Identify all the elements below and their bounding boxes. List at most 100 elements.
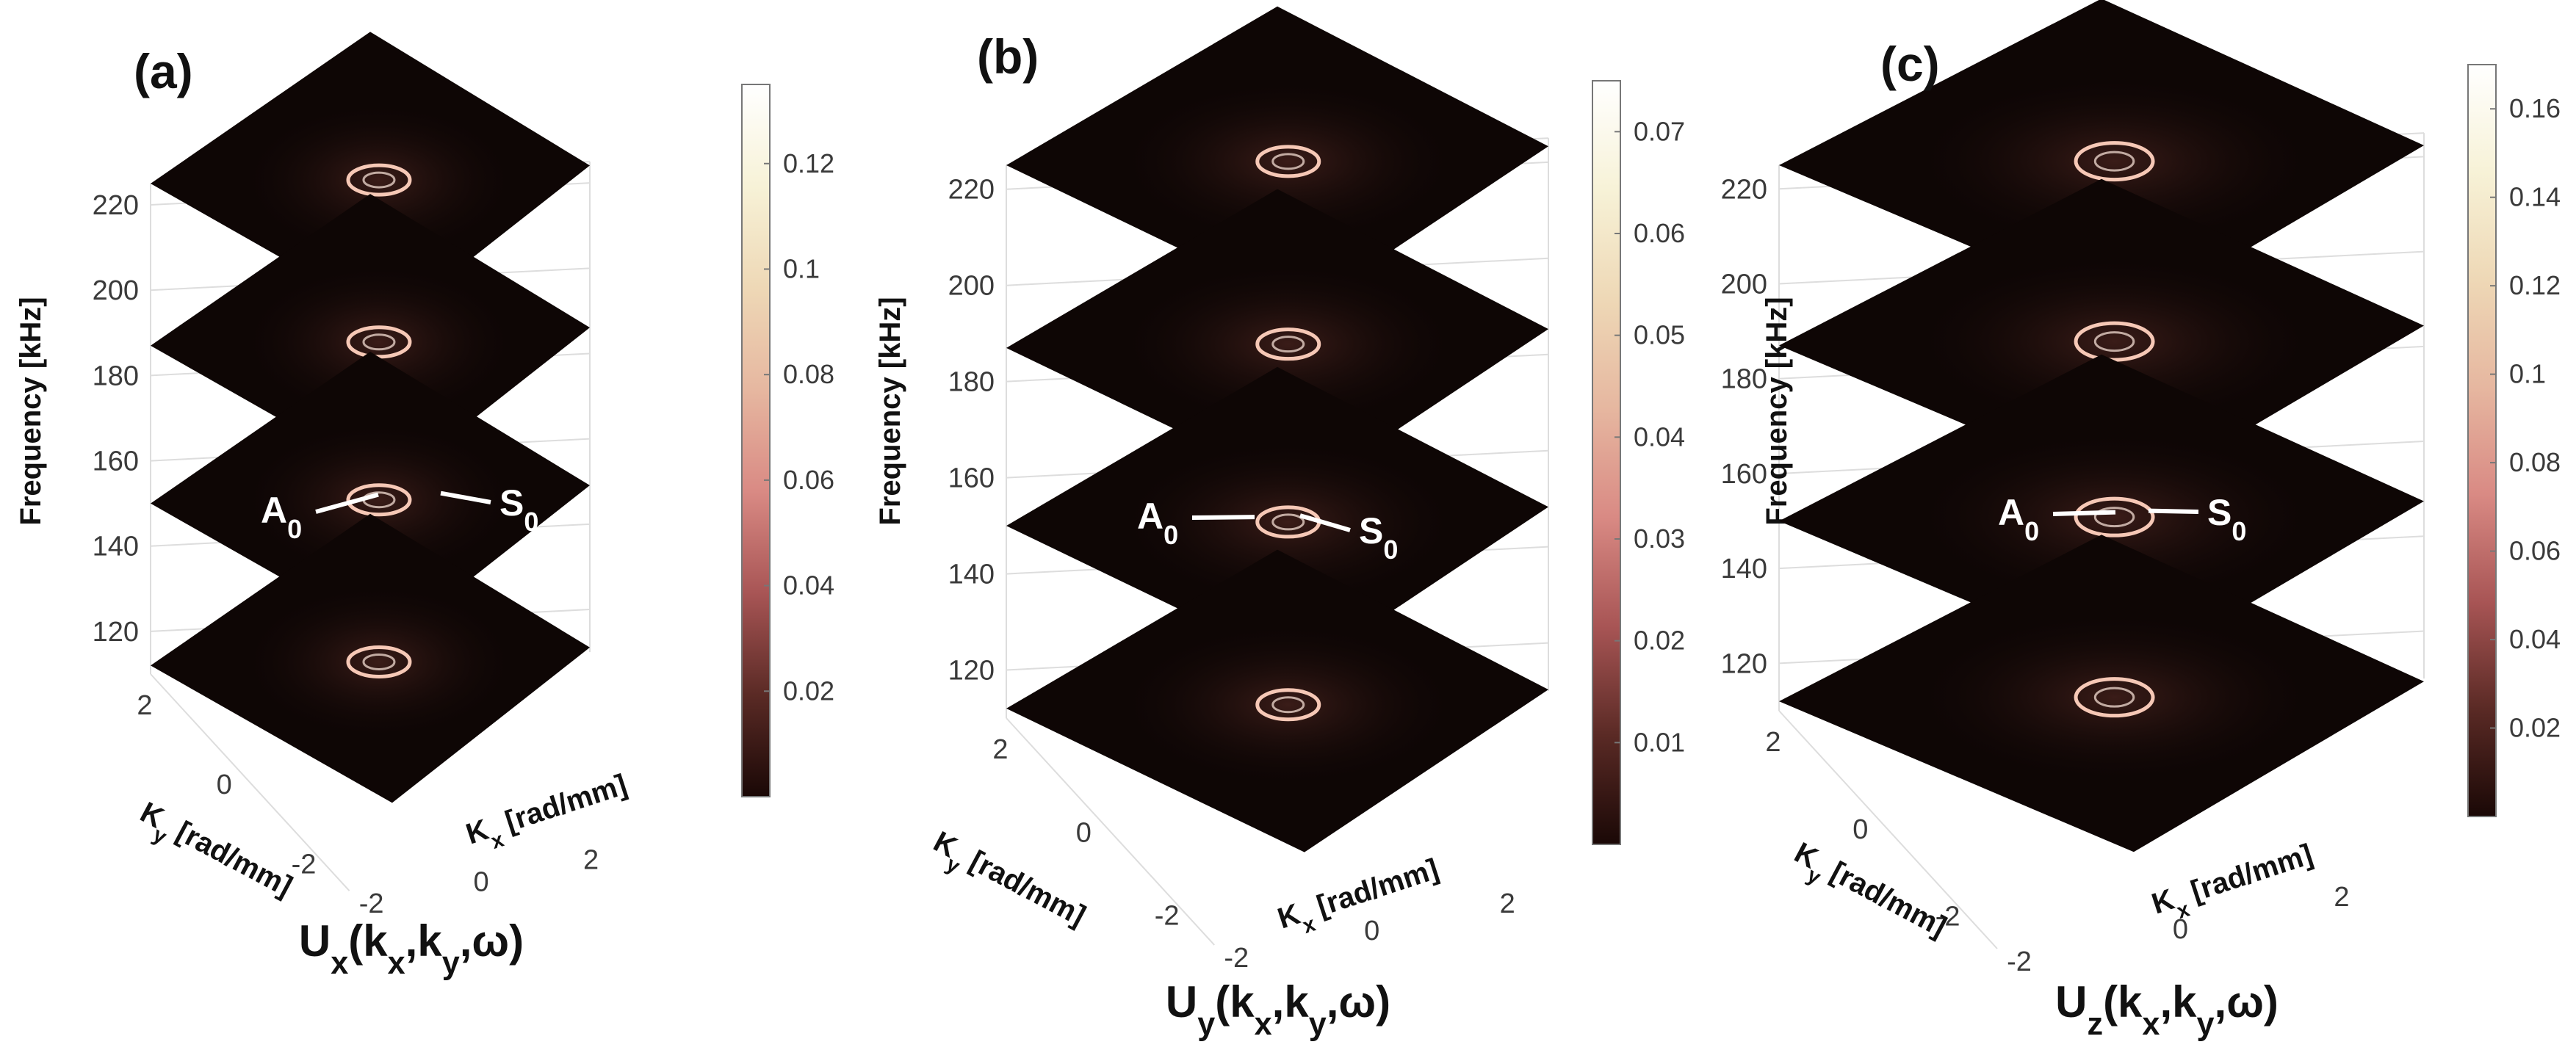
z-tick-label: 180 bbox=[93, 361, 139, 391]
s0-ring bbox=[1271, 153, 1305, 170]
z-tick-label: 120 bbox=[93, 617, 139, 648]
y-tick-label: -2 bbox=[1155, 901, 1180, 932]
annotation-a0-label: A0 bbox=[1137, 496, 1178, 550]
a0-ring bbox=[2074, 141, 2155, 182]
panel-label: (a) bbox=[134, 44, 193, 98]
a0-ring bbox=[346, 325, 412, 359]
annotation-s0-label: S0 bbox=[2207, 492, 2246, 546]
a0-ring bbox=[2074, 496, 2155, 537]
slice-225khz bbox=[1779, 0, 2424, 316]
slice-187khz bbox=[1006, 189, 1548, 492]
z-tick-label: 180 bbox=[1721, 364, 1767, 395]
annotation-s0-label: S0 bbox=[499, 482, 538, 537]
colorbar-tick-label: 0.08 bbox=[783, 359, 834, 389]
x-tick-label: -2 bbox=[1224, 943, 1249, 974]
bottom-left-edge bbox=[1778, 710, 1998, 949]
a0-ring bbox=[1255, 688, 1321, 722]
colorbar-tick-label: 0.02 bbox=[783, 676, 834, 706]
colorbar bbox=[2467, 64, 2497, 817]
slice-glow bbox=[1114, 261, 1462, 427]
x-tick-label: 0 bbox=[474, 866, 489, 897]
colorbar-tick-label: 0.16 bbox=[2509, 93, 2561, 123]
z-axis-label: Frequency [kHz] bbox=[874, 297, 906, 525]
panel-caption: Uy(kx,ky,ω) bbox=[1166, 977, 1390, 1042]
slice-187khz bbox=[1779, 178, 2424, 496]
s0-arrow bbox=[2148, 508, 2199, 514]
slice-112khz bbox=[1779, 535, 2424, 852]
y-tick-label: 2 bbox=[992, 734, 1008, 765]
colorbar-tick-label: 0.03 bbox=[1634, 524, 1685, 554]
z-tick-label: 160 bbox=[1721, 459, 1767, 490]
colorbar-tick-label: 0.02 bbox=[1634, 626, 1685, 656]
slice-225khz bbox=[151, 32, 590, 321]
z-tick-label: 200 bbox=[1721, 269, 1767, 300]
s0-ring bbox=[1271, 696, 1305, 714]
a0-ring bbox=[346, 483, 412, 517]
a0-ring bbox=[1255, 327, 1321, 361]
z-tick-label: 200 bbox=[948, 271, 995, 302]
colorbar-tick-label: 0.1 bbox=[2509, 359, 2546, 389]
x-tick-label: 0 bbox=[2173, 914, 2188, 945]
s0-ring bbox=[2093, 687, 2135, 708]
colorbar-tick-label: 0.06 bbox=[2509, 536, 2561, 566]
colorbar bbox=[741, 84, 771, 797]
z-tick-label: 180 bbox=[948, 367, 995, 398]
slice-glow bbox=[1908, 430, 2321, 604]
z-tick-label: 220 bbox=[948, 175, 995, 206]
x-tick-label: 2 bbox=[2334, 882, 2349, 913]
a0-arrow bbox=[1191, 515, 1255, 520]
z-tick-label: 140 bbox=[93, 532, 139, 562]
x-tick-label: -2 bbox=[359, 888, 384, 919]
colorbar-tick-label: 0.01 bbox=[1634, 727, 1685, 757]
z-tick-label: 140 bbox=[948, 560, 995, 590]
z-axis-label: Frequency [kHz] bbox=[15, 297, 47, 525]
slice-112khz bbox=[1006, 549, 1548, 852]
slice-glow bbox=[238, 262, 520, 422]
s0-ring bbox=[362, 333, 396, 351]
a0-ring bbox=[346, 645, 412, 678]
z-tick-label: 200 bbox=[93, 275, 139, 306]
colorbar-tick-label: 0.05 bbox=[1634, 320, 1685, 350]
a0-ring bbox=[1255, 145, 1321, 178]
colorbar-tick-label: 0.04 bbox=[783, 571, 834, 601]
colorbar-tick-label: 0.06 bbox=[783, 465, 834, 495]
y-tick-label: 2 bbox=[137, 690, 152, 721]
x-axis-label: Kx [rad/mm] bbox=[462, 769, 634, 861]
annotation-arrows bbox=[1191, 513, 1351, 532]
y-tick-label: 0 bbox=[1076, 817, 1092, 848]
z-tick-label: 140 bbox=[1721, 554, 1767, 584]
z-tick-label: 120 bbox=[948, 656, 995, 687]
z-tick-label: 160 bbox=[93, 446, 139, 477]
x-tick-label: -2 bbox=[2007, 946, 2032, 977]
s0-arrow bbox=[440, 490, 491, 504]
y-axis-label: Ky [rad/mm] bbox=[923, 825, 1091, 941]
y-tick-label: -2 bbox=[292, 849, 317, 880]
bottom-left-edge bbox=[150, 673, 350, 891]
panel-a: 220 200 180 160 140 120 Frequency [kHz] A0 S0 2 0 -… bbox=[15, 32, 834, 981]
panel-b: 220 200 180 160 140 120 Frequency [kHz] A0 S0 2 0 -… bbox=[874, 6, 1685, 1042]
panel-caption: Uz(kx,ky,ω) bbox=[2055, 977, 2279, 1042]
s0-ring bbox=[1271, 336, 1305, 353]
a0-ring bbox=[346, 163, 412, 197]
a0-ring bbox=[2074, 677, 2155, 718]
x-tick-label: 2 bbox=[1500, 888, 1515, 919]
z-axis-label: Frequency [kHz] bbox=[1761, 297, 1793, 525]
colorbar-tick-label: 0.12 bbox=[2509, 270, 2561, 300]
slice-150khz bbox=[1006, 366, 1548, 670]
slice-glow bbox=[238, 100, 520, 260]
y-tick-label: 0 bbox=[1852, 814, 1868, 845]
y-tick-label: 0 bbox=[217, 770, 232, 800]
s0-arrow bbox=[1299, 513, 1351, 532]
s0-ring bbox=[2093, 331, 2135, 352]
slice-187khz bbox=[151, 194, 590, 483]
slice-glow bbox=[238, 420, 520, 579]
colorbar-tick-label: 0.04 bbox=[2509, 624, 2561, 654]
slice-glow bbox=[1114, 78, 1462, 245]
colorbar-tick-label: 0.07 bbox=[1634, 116, 1685, 146]
s0-ring bbox=[2093, 151, 2135, 172]
panel-caption: Ux(kx,ky,ω) bbox=[299, 916, 524, 981]
annotation-a0-label: A0 bbox=[1998, 492, 2039, 546]
a0-arrow bbox=[315, 492, 379, 514]
colorbar-tick-label: 0.1 bbox=[783, 253, 820, 283]
slice-glow bbox=[1114, 438, 1462, 606]
